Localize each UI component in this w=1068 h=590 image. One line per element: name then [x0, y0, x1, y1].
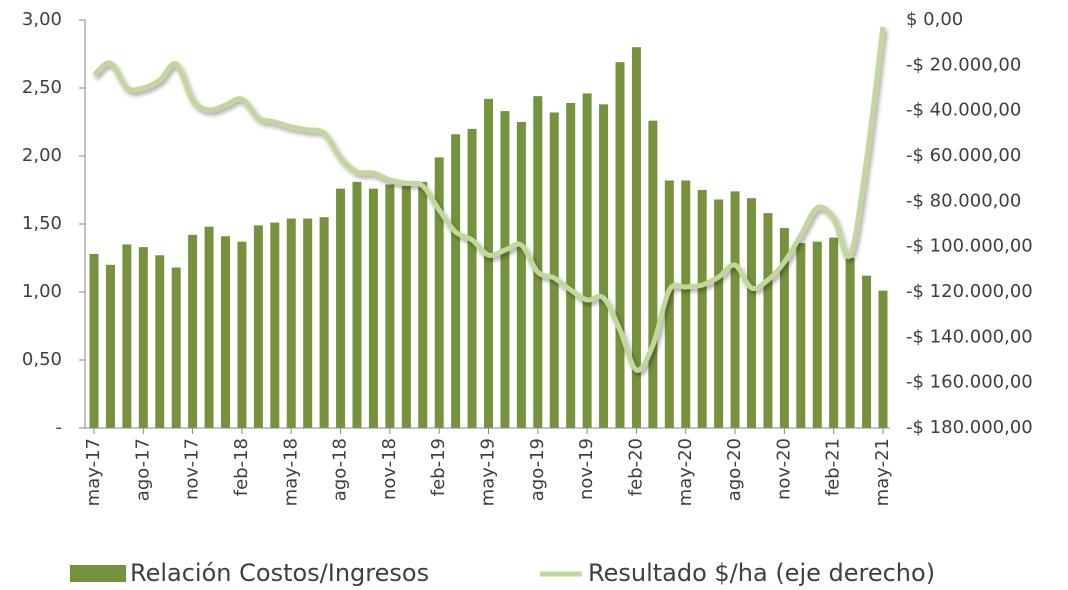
- bar: [878, 290, 888, 428]
- bar: [204, 226, 214, 428]
- x-tick-label: ago-19: [527, 438, 548, 501]
- bar: [105, 264, 115, 428]
- legend-label: Resultado $/ha (eje derecho): [588, 559, 935, 587]
- bar: [155, 255, 165, 428]
- bar: [779, 228, 789, 428]
- y2-tick-label: -$ 140.000,00: [906, 326, 1033, 347]
- y2-tick-label: $ 0,00: [906, 9, 963, 30]
- bar: [549, 112, 559, 428]
- bar: [253, 225, 263, 428]
- y2-tick-label: -$ 20.000,00: [906, 54, 1021, 75]
- x-tick-label: nov-18: [379, 438, 400, 500]
- y2-tick-label: -$ 40.000,00: [906, 100, 1021, 121]
- y-tick-label: 1,00: [22, 281, 62, 302]
- bar: [418, 181, 428, 428]
- y-tick-label: 2,00: [22, 145, 62, 166]
- x-tick-label: ago-20: [724, 438, 745, 501]
- bar: [631, 47, 641, 428]
- x-tick-label: ago-17: [132, 438, 153, 501]
- x-tick-label: nov-19: [576, 438, 597, 500]
- bar: [352, 181, 362, 428]
- bar: [730, 191, 740, 428]
- bar: [368, 188, 378, 428]
- bar: [138, 247, 148, 428]
- bar: [599, 104, 609, 428]
- bar: [237, 241, 247, 428]
- bar: [697, 190, 707, 428]
- bar: [862, 275, 872, 428]
- legend-swatch: [70, 565, 126, 582]
- bar: [664, 180, 674, 428]
- bar: [533, 96, 543, 428]
- bar: [500, 111, 510, 429]
- y2-tick-label: -$ 80.000,00: [906, 190, 1021, 211]
- y2-tick-label: -$ 60.000,00: [906, 145, 1021, 166]
- x-tick-label: feb-18: [231, 438, 252, 496]
- bar: [714, 199, 724, 428]
- y2-tick-label: -$ 180.000,00: [906, 417, 1033, 438]
- bar: [434, 157, 444, 429]
- line: [92, 26, 886, 373]
- bar: [286, 218, 296, 428]
- y-tick-label: -: [56, 417, 63, 438]
- bar: [681, 180, 691, 428]
- bar: [648, 120, 658, 428]
- bar: [812, 241, 822, 428]
- bar: [484, 98, 493, 428]
- legend-label: Relación Costos/Ingresos: [130, 559, 429, 587]
- bar: [122, 244, 132, 428]
- y-tick-label: 3,00: [22, 9, 62, 30]
- bar: [221, 236, 230, 428]
- bar: [747, 198, 756, 428]
- bar: [303, 218, 313, 428]
- y-tick-label: 2,50: [22, 77, 62, 98]
- x-tick-label: may-18: [280, 438, 301, 506]
- bar: [763, 213, 773, 428]
- x-tick-label: may-20: [675, 438, 696, 506]
- x-tick-label: nov-17: [182, 438, 203, 500]
- bar: [582, 93, 592, 428]
- bar: [336, 188, 346, 428]
- y2-tick-label: -$ 160.000,00: [906, 372, 1033, 393]
- bar: [451, 134, 461, 429]
- x-tick-label: may-17: [83, 438, 104, 506]
- bar: [171, 267, 181, 428]
- x-tick-label: ago-18: [330, 438, 351, 501]
- x-tick-label: feb-21: [823, 438, 844, 496]
- bar: [270, 222, 280, 428]
- bar: [401, 185, 411, 428]
- bar: [89, 253, 99, 428]
- bar: [796, 243, 806, 428]
- x-tick-label: may-21: [872, 438, 893, 506]
- x-tick-label: feb-19: [428, 438, 449, 496]
- y-tick-label: 1,50: [22, 213, 62, 234]
- bar: [615, 62, 625, 428]
- bar: [516, 122, 526, 428]
- bar: [829, 237, 839, 428]
- y2-tick-label: -$ 100.000,00: [906, 236, 1033, 257]
- y-tick-label: 0,50: [22, 349, 62, 370]
- x-tick-label: nov-20: [773, 438, 794, 500]
- bar: [845, 258, 855, 428]
- bar: [566, 102, 576, 429]
- bar: [188, 234, 198, 428]
- y2-tick-label: -$ 120.000,00: [906, 281, 1033, 302]
- x-tick-label: may-19: [478, 438, 499, 506]
- bar: [385, 184, 395, 428]
- x-tick-label: feb-20: [625, 438, 646, 496]
- bar: [467, 128, 477, 429]
- bar: [319, 217, 329, 428]
